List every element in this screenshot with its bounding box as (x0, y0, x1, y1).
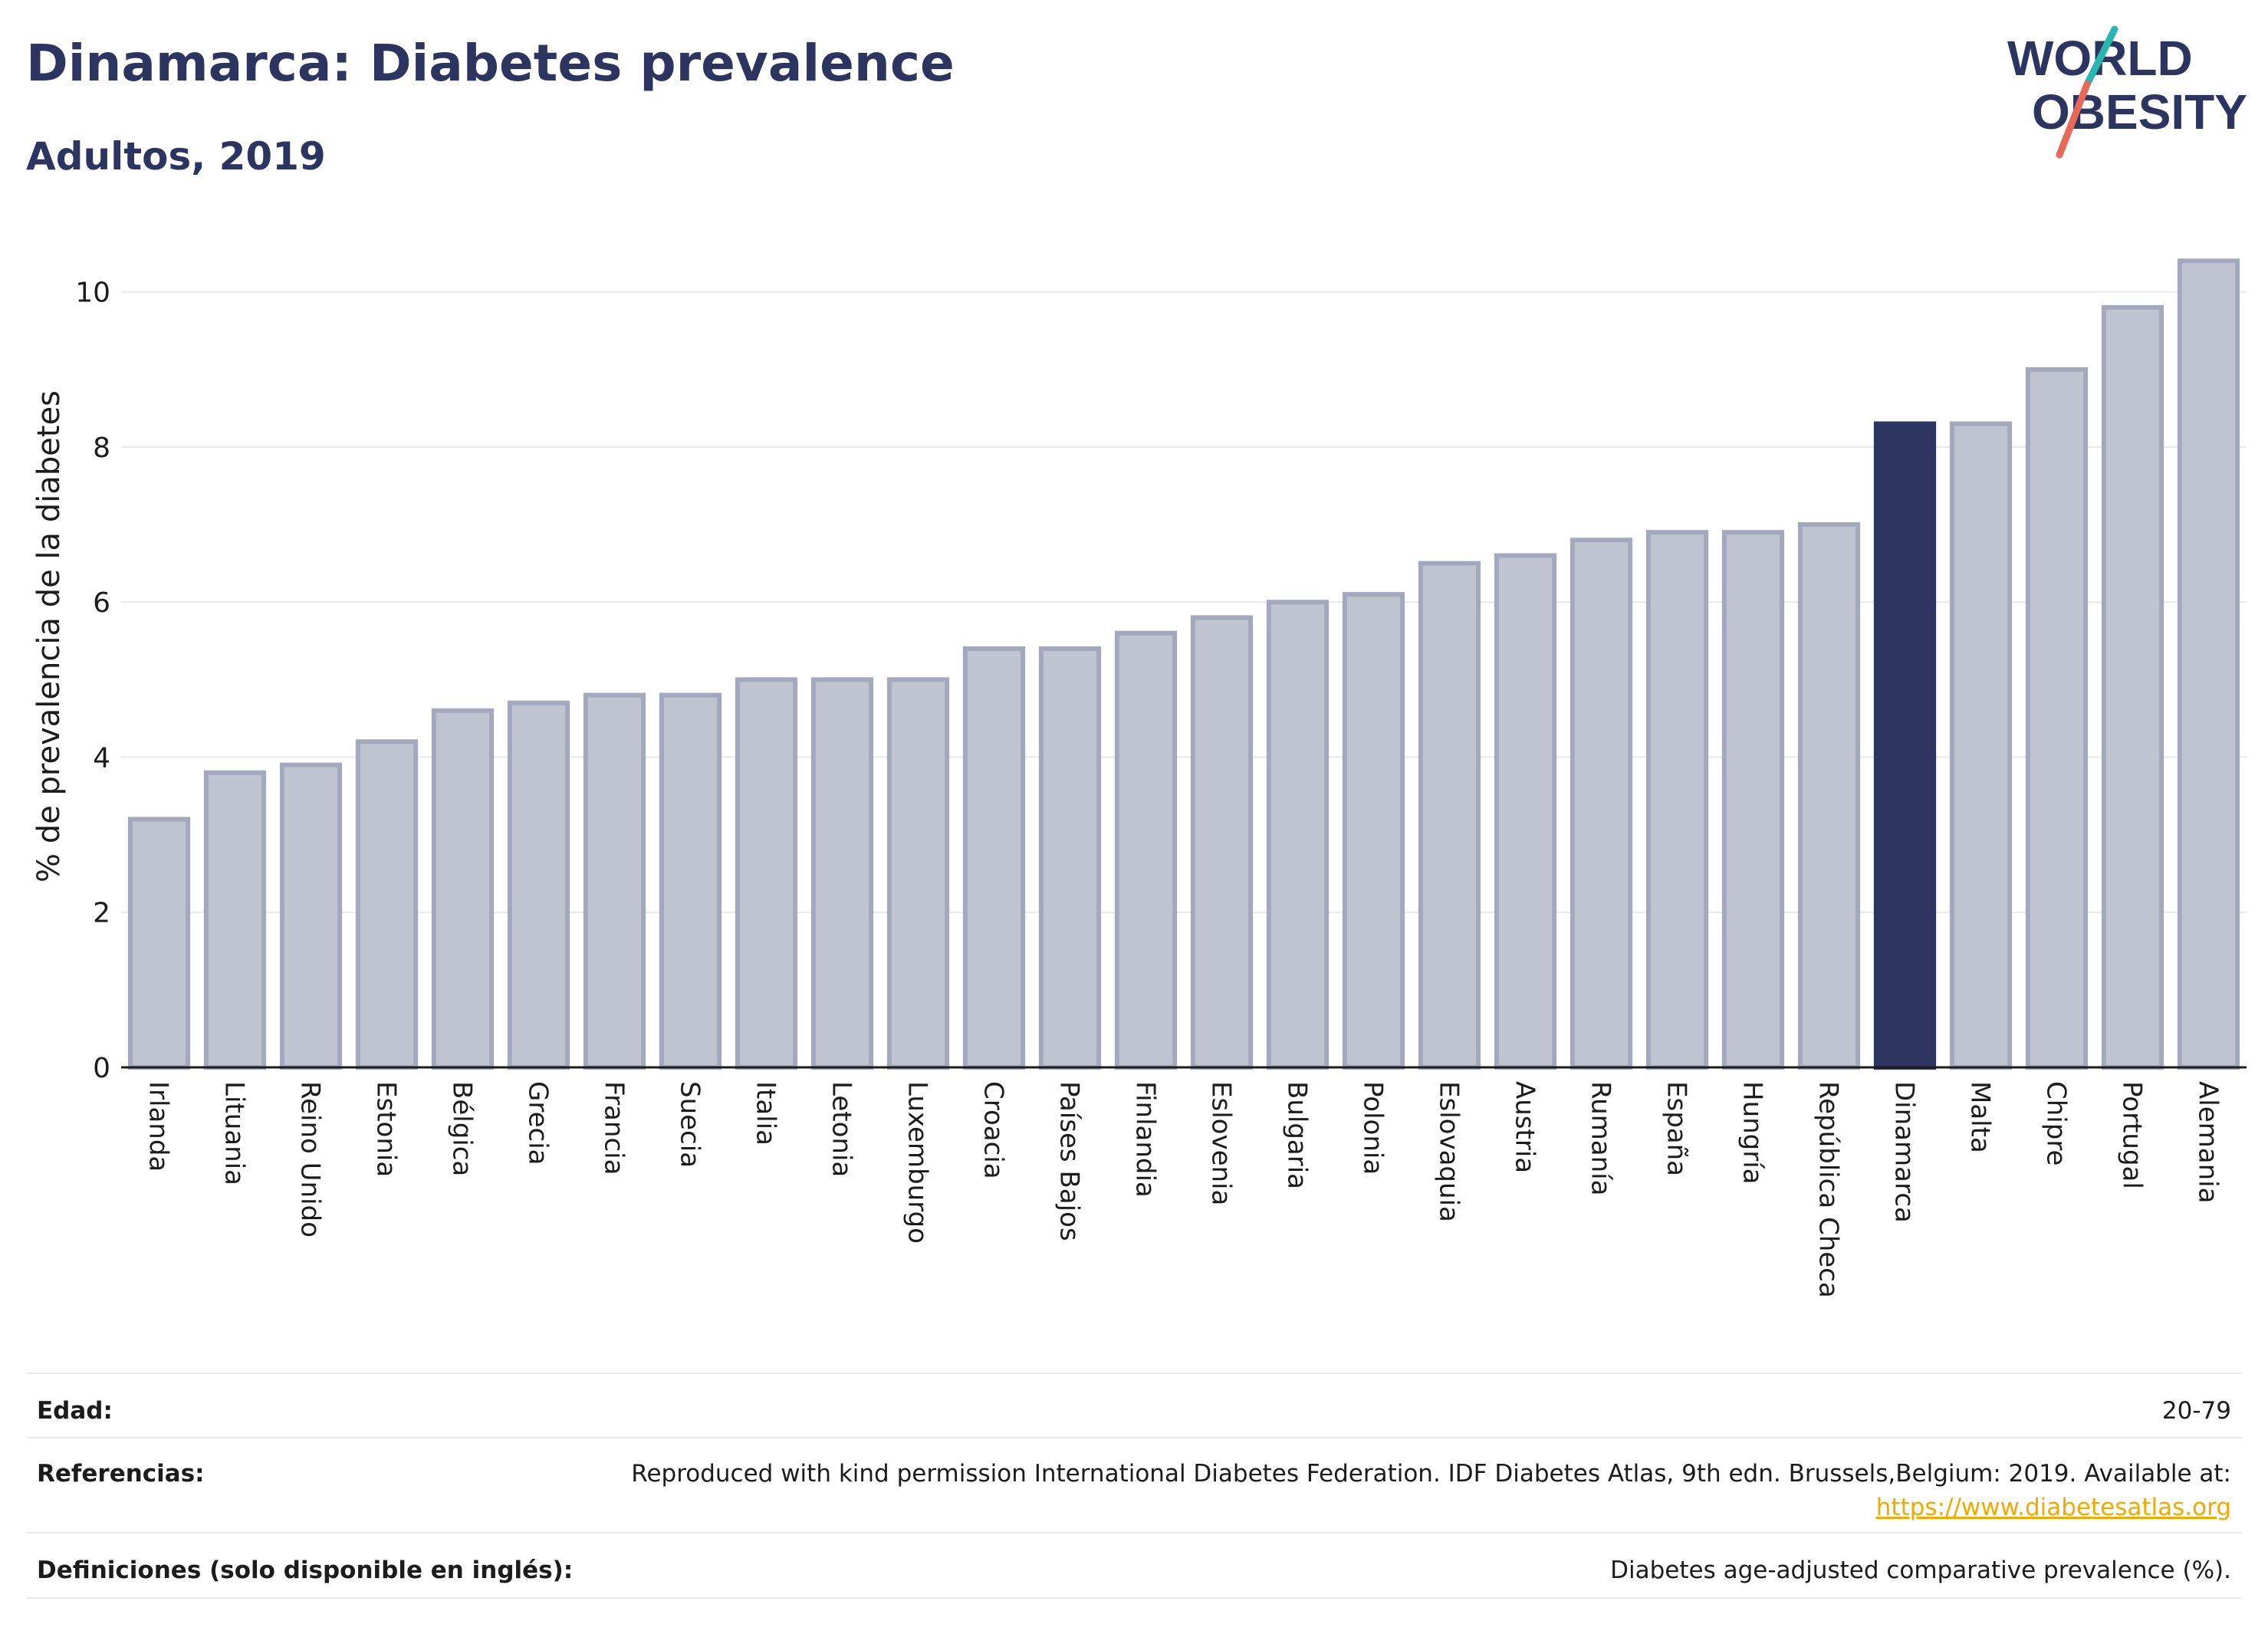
referencias-text: Reproduced with kind permission Internat… (631, 1460, 2231, 1488)
x-tick-label: Suecia (675, 1081, 705, 1168)
bar-malta (1949, 421, 2013, 1070)
bar-chipre (2025, 367, 2089, 1070)
y-tick-label: 10 (75, 278, 110, 309)
x-tick-label: Bulgaria (1282, 1081, 1313, 1189)
x-tick-label: Estonia (371, 1081, 402, 1177)
x-tick-label: Letonia (827, 1081, 857, 1177)
y-tick-label: 2 (93, 898, 110, 929)
x-tick-label: Lituania (219, 1081, 250, 1185)
info-table-bottom-border (26, 1597, 2242, 1599)
x-tick-label: España (1662, 1081, 1692, 1176)
bar-alemania (2177, 258, 2240, 1070)
x-tick-label: Portugal (2117, 1081, 2148, 1189)
chart-title: Dinamarca: Diabetes prevalence (26, 34, 955, 93)
x-tick-label: Italia (751, 1081, 781, 1146)
chart-subtitle: Adultos, 2019 (26, 134, 326, 179)
y-tick-label: 4 (93, 742, 110, 774)
x-tick-label: Luxemburgo (902, 1081, 933, 1244)
edad-value: 20-79 (2161, 1397, 2231, 1425)
referencias-label: Referencias: (37, 1460, 205, 1488)
x-tick-label: Rumanía (1586, 1081, 1616, 1195)
y-tick-label: 0 (93, 1053, 110, 1084)
logo-slash-top (2083, 25, 2118, 88)
bar-suecia (659, 692, 722, 1070)
x-tick-label: Francia (599, 1081, 629, 1175)
bar-república-checa (1797, 522, 1861, 1070)
bar-países-bajos (1038, 646, 1102, 1070)
bar-lituania (203, 770, 267, 1070)
x-tick-label: Irlanda (143, 1081, 174, 1172)
x-tick-label: Eslovaquia (1434, 1081, 1464, 1222)
x-tick-label: Eslovenia (1206, 1081, 1237, 1205)
bar-reino-unido (279, 762, 343, 1070)
bar-eslovaquia (1418, 561, 1481, 1070)
x-tick-label: Malta (1965, 1081, 1996, 1153)
bar-españa (1645, 530, 1709, 1070)
info-row-definiciones: Definiciones (solo disponible en inglés)… (26, 1532, 2242, 1599)
x-tick-label: República Checa (1813, 1081, 1844, 1298)
x-tick-label: Polonia (1358, 1081, 1389, 1175)
bar-dinamarca (1873, 421, 1937, 1070)
definiciones-value: Diabetes age-adjusted comparative preval… (1610, 1557, 2231, 1584)
bar-luxemburgo (886, 677, 950, 1070)
bar-italia (735, 677, 798, 1070)
bar-chart: 0 2 4 6 8 10 Irlanda Lituania Reino Unido Estoni… (75, 258, 2247, 1298)
y-tick-label: 8 (93, 432, 110, 464)
x-tick-label: Alemania (2193, 1081, 2224, 1203)
x-tick-label: Países Bajos (1054, 1081, 1085, 1241)
world-obesity-logo: WORLD OBESITY (2007, 25, 2247, 159)
referencias-link[interactable]: https://www.diabetesatlas.org (1875, 1494, 2231, 1521)
bar-bulgaria (1266, 600, 1330, 1070)
y-tick-label: 6 (93, 587, 110, 619)
x-tick-label: Dinamarca (1889, 1081, 1920, 1223)
bar-grecia (507, 700, 570, 1070)
x-tick-label: Finlandia (1130, 1081, 1161, 1198)
bar-croacia (962, 646, 1026, 1070)
x-tick-label: Chipre (2041, 1081, 2072, 1165)
bar-estonia (355, 739, 419, 1070)
x-tick-labels: Irlanda Lituania Reino Unido Estonia Bélgica… (143, 1081, 2224, 1298)
info-row-edad: Edad: 20-79 (26, 1373, 2242, 1438)
y-axis-label: % de prevalencia de la diabetes (31, 390, 67, 883)
x-tick-label: Croacia (978, 1081, 1009, 1179)
x-tick-label: Bélgica (447, 1081, 478, 1176)
bar-francia (583, 692, 646, 1070)
x-tick-label: Hungría (1737, 1081, 1768, 1185)
x-tick-label: Reino Unido (295, 1081, 326, 1238)
y-tick-labels: 0 2 4 6 8 10 (75, 278, 110, 1084)
bar-austria (1494, 553, 1557, 1070)
bar-hungría (1721, 530, 1785, 1070)
bars (127, 258, 2240, 1070)
bar-rumanía (1570, 538, 1633, 1070)
bar-letonia (810, 677, 874, 1070)
bar-finlandia (1114, 630, 1178, 1070)
bar-portugal (2101, 304, 2164, 1070)
info-row-referencias: Referencias: Reproduced with kind permis… (26, 1437, 2242, 1534)
x-tick-label: Austria (1510, 1081, 1540, 1173)
bar-irlanda (127, 817, 191, 1070)
definiciones-label: Definiciones (solo disponible en inglés)… (37, 1557, 574, 1584)
bar-eslovenia (1190, 615, 1254, 1070)
edad-label: Edad: (37, 1397, 113, 1425)
bar-polonia (1342, 592, 1405, 1070)
x-tick-label: Grecia (523, 1081, 554, 1165)
bar-bélgica (431, 708, 495, 1070)
logo-slash-bottom (2056, 81, 2091, 159)
